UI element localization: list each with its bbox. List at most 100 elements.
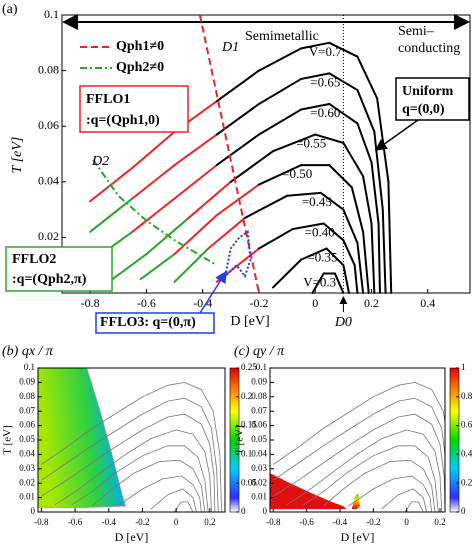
contour-label: =0.40	[305, 224, 335, 239]
y-tick-label: 0.08	[19, 391, 35, 401]
fflo2-box	[5, 246, 113, 292]
contour-line	[150, 488, 197, 512]
contour-line	[381, 488, 428, 512]
annotation: Uniform	[402, 84, 454, 99]
contour-segment	[257, 77, 303, 105]
contour-label: =0.65	[310, 74, 340, 89]
contour-line	[54, 429, 212, 512]
contour-line	[116, 475, 202, 512]
contour-segment	[356, 122, 373, 164]
y-tick-label: 0.04	[38, 174, 59, 188]
contour-line	[41, 397, 219, 512]
contour-segment	[342, 208, 359, 244]
y-axis-label: T [eV]	[2, 425, 14, 454]
x-tick-label: -0.4	[193, 296, 212, 310]
colorbar-tick-label: 0	[241, 506, 246, 516]
y-tick-label: 0.04	[19, 448, 35, 458]
legend-label: Qph1≠0	[116, 39, 164, 54]
contour-segment	[173, 164, 218, 200]
x-axis-label: D [eV]	[230, 314, 269, 329]
contour-segment	[173, 247, 210, 283]
contour-segment	[257, 228, 294, 250]
contour-segment	[89, 197, 134, 233]
colorbar-tick-label: 0.4	[461, 448, 473, 458]
contour-segment	[342, 264, 351, 294]
y-tick-label: 0.03	[251, 463, 267, 473]
contour-line	[273, 413, 445, 512]
contour-segment	[356, 89, 376, 133]
contour-segment	[328, 164, 353, 189]
y-tick-label: 0.02	[19, 477, 35, 487]
y-tick-label: 0.01	[251, 492, 267, 502]
x-tick-label: 0.4	[420, 296, 435, 310]
contour-segment	[286, 191, 322, 197]
contour-segment	[333, 272, 345, 294]
contour-segment	[356, 241, 365, 294]
y-tick-label: 0.06	[38, 118, 59, 132]
contour-segment	[215, 133, 260, 167]
contour-line	[323, 459, 436, 512]
contour-segment	[257, 108, 303, 136]
colorbar-tick-label: 0.15	[241, 420, 257, 430]
contour-segment	[131, 130, 176, 169]
x-tick-label: -0.6	[68, 517, 83, 527]
colorbar	[229, 367, 240, 513]
contour-segment	[300, 247, 328, 261]
contour-segment	[314, 133, 345, 144]
heat-region	[270, 473, 347, 510]
x-tick-label: 0.2	[204, 517, 215, 527]
contour-label: =0.55	[296, 136, 326, 151]
legend-label: Qph2≠0	[116, 60, 164, 75]
x-tick-label: 0.2	[434, 517, 445, 527]
contour-segment	[311, 272, 325, 294]
x-tick-label: -0.8	[81, 296, 100, 310]
contour-line	[71, 445, 209, 512]
d0-label: D0	[334, 315, 352, 330]
y-tick-label: 0.1	[44, 7, 59, 21]
y-tick-label: 0.08	[251, 391, 267, 401]
annotation: :q=(Qph2,π)	[12, 272, 87, 287]
annotation: FFLO1	[86, 92, 130, 107]
contour-line	[303, 445, 439, 512]
contour-segment	[319, 191, 345, 211]
contour-segment	[353, 264, 359, 294]
fflo3-box	[95, 312, 215, 334]
colorbar-tick-label: 0.1	[241, 448, 252, 458]
contour-label: =0.50	[282, 166, 312, 181]
contour-line	[348, 475, 433, 512]
plot-frame	[61, 14, 471, 294]
annotation: Semi–	[398, 24, 435, 39]
contour-segment	[215, 69, 260, 103]
contour-line	[41, 413, 216, 512]
contour-line	[41, 381, 222, 512]
contour-segment	[187, 180, 232, 219]
contour-line	[286, 429, 443, 512]
annotation: q=(0,0)	[402, 102, 445, 117]
y-axis-label: T [eV]	[10, 137, 25, 174]
annotation: :q=(Qph1,0)	[86, 113, 160, 128]
boundary-label: D1	[221, 40, 239, 55]
x-tick-label: -0.4	[102, 517, 117, 527]
phase-boundary	[224, 230, 252, 279]
contour-segment	[207, 216, 246, 250]
contour-segment	[377, 222, 381, 294]
contour-segment	[291, 222, 325, 231]
colorbar-tick-label: 1	[461, 362, 466, 372]
contour-segment	[173, 214, 218, 256]
contour-line	[273, 397, 445, 481]
contour-segment	[325, 247, 345, 267]
contour-line	[91, 459, 206, 512]
contour-segment	[257, 47, 303, 72]
boundary-label: D2	[91, 154, 109, 169]
y-tick-label: 0.06	[19, 420, 35, 430]
annotation: Semimetallic	[245, 29, 319, 44]
y-tick-label: 0.09	[251, 376, 267, 386]
x-axis-label: D [eV]	[341, 530, 375, 544]
contour-line	[404, 501, 424, 512]
phase-boundary	[92, 159, 218, 267]
x-tick-label: -0.8	[266, 517, 281, 527]
contour-segment	[362, 175, 373, 225]
y-tick-label: 0.09	[19, 376, 35, 386]
heatmap-layer	[38, 368, 222, 512]
x-tick-label: 0	[404, 517, 409, 527]
